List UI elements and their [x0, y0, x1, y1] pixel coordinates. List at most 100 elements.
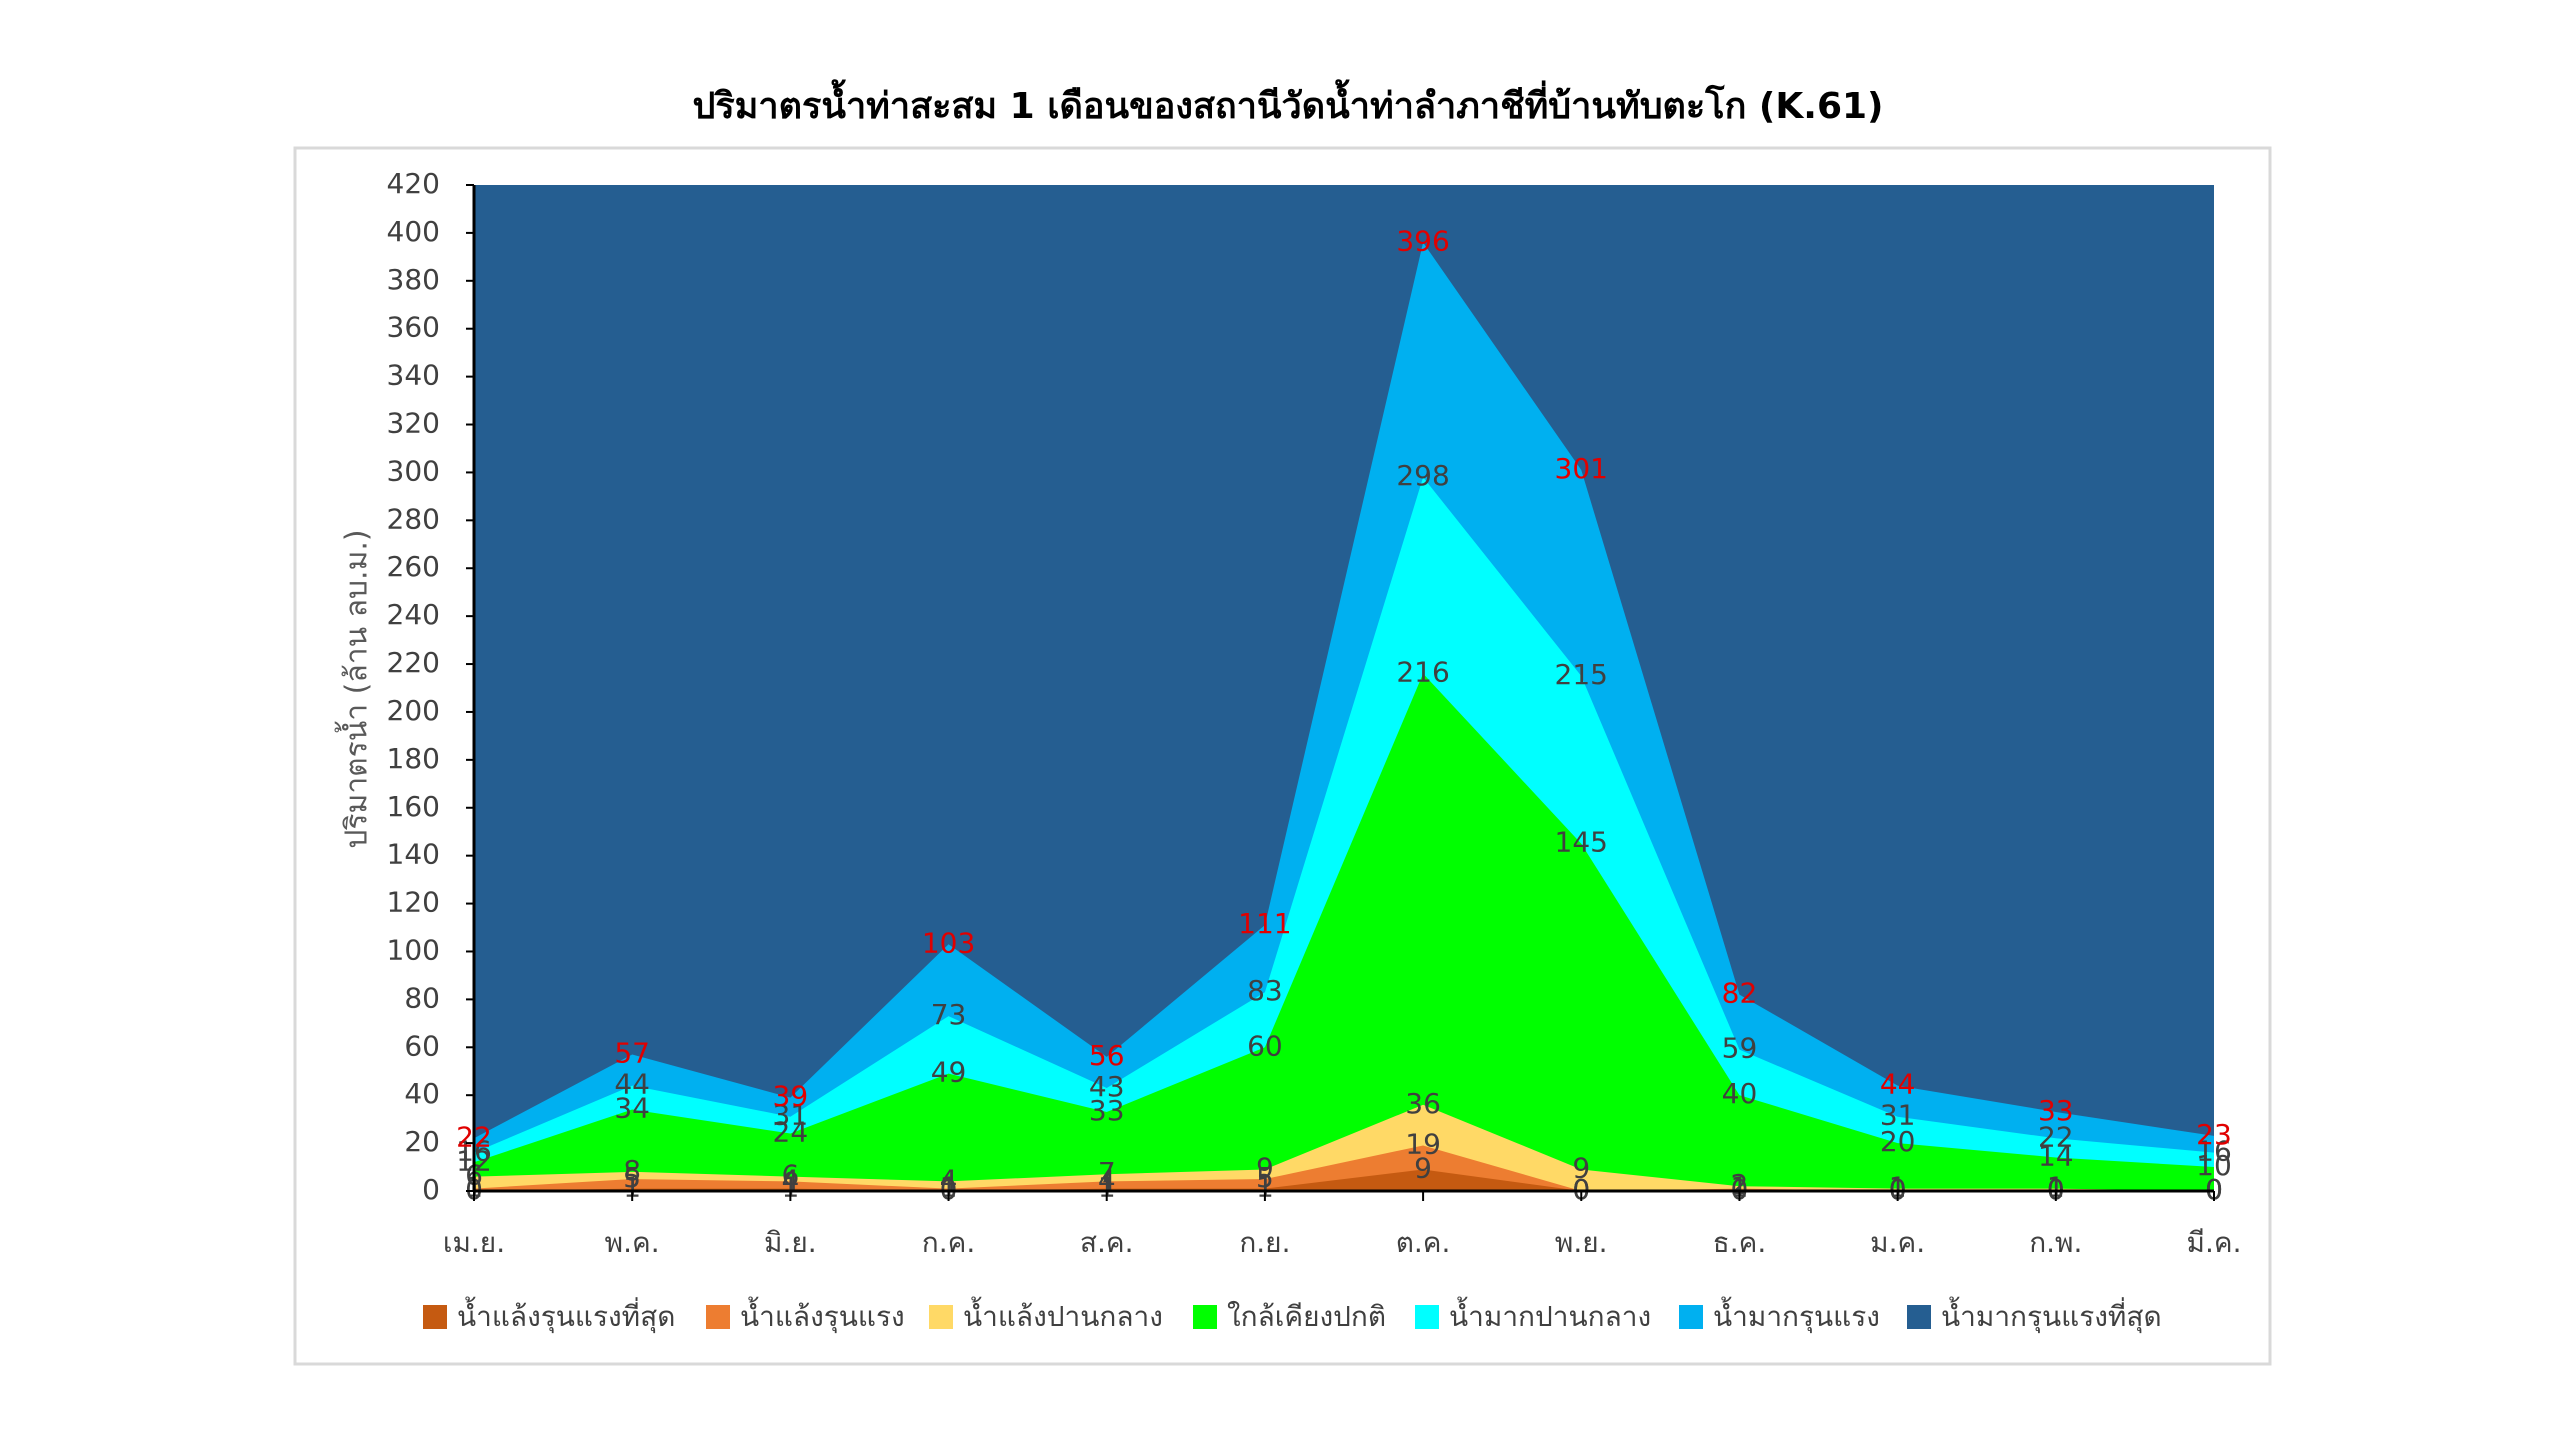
data-label: 301 [1555, 452, 1608, 485]
data-label: 4 [781, 1163, 799, 1196]
data-label: 73 [931, 998, 967, 1031]
area [474, 1145, 2214, 1191]
data-label: 44 [614, 1068, 650, 1101]
y-tick-label: 360 [387, 311, 440, 344]
legend-swatch [1193, 1305, 1217, 1329]
x-tick-label: ม.ค. [1870, 1226, 1925, 1259]
data-label: 10 [2196, 1149, 2232, 1182]
data-label: 5 [1256, 1161, 1274, 1194]
y-tick-label: 0 [422, 1173, 440, 1206]
data-label: 1 [940, 1171, 958, 1204]
data-label: 39 [773, 1080, 809, 1113]
data-label: 111 [1238, 907, 1291, 940]
data-label: 1 [623, 1171, 641, 1204]
y-tick-label: 380 [387, 263, 440, 296]
y-tick-label: 60 [404, 1029, 440, 1062]
data-label: 145 [1555, 826, 1608, 859]
data-label: 215 [1555, 658, 1608, 691]
data-label: 36 [1405, 1087, 1441, 1120]
data-label: 20 [1880, 1125, 1916, 1158]
y-tick-label: 20 [404, 1125, 440, 1158]
data-label: 22 [2038, 1120, 2074, 1153]
area [474, 1169, 2214, 1191]
x-tick-label: ก.ค. [922, 1226, 975, 1259]
data-label: 33 [1089, 1094, 1125, 1127]
x-tick-label: พ.ย. [1555, 1226, 1608, 1259]
data-label: 1 [1098, 1171, 1116, 1204]
x-tick-label: ส.ค. [1080, 1226, 1134, 1259]
data-label: 103 [922, 926, 975, 959]
y-tick-label: 180 [387, 742, 440, 775]
x-tick-label: ก.พ. [2029, 1226, 2082, 1259]
data-label: 82 [1722, 977, 1758, 1010]
y-tick-label: 80 [404, 981, 440, 1014]
data-label: 24 [773, 1116, 809, 1149]
y-tick-label: 340 [387, 359, 440, 392]
y-tick-label: 300 [387, 454, 440, 487]
y-tick-label: 120 [387, 886, 440, 919]
data-label: 396 [1396, 224, 1449, 257]
area [474, 1104, 2214, 1191]
data-label: 7 [1098, 1156, 1116, 1189]
area [474, 673, 2214, 1191]
y-tick-label: 220 [387, 646, 440, 679]
data-label: 2 [1731, 1168, 1749, 1201]
legend-label: น้ำแล้งปานกลาง [963, 1296, 1163, 1333]
x-tick-label: เม.ย. [443, 1226, 505, 1259]
data-label: 43 [1089, 1070, 1125, 1103]
y-tick-label: 40 [404, 1077, 440, 1110]
x-tick-label: ธ.ค. [1713, 1226, 1767, 1259]
x-tick-label: พ.ค. [605, 1226, 660, 1259]
y-tick-label: 100 [387, 933, 440, 966]
x-tick-label: มิ.ย. [764, 1226, 817, 1259]
data-label: 33 [2038, 1094, 2074, 1127]
y-tick-label: 420 [387, 167, 440, 200]
data-label: 56 [1089, 1039, 1125, 1072]
data-label: 9 [1414, 1151, 1432, 1184]
area [474, 477, 2214, 1191]
data-label: 31 [773, 1099, 809, 1132]
y-tick-label: 320 [387, 407, 440, 440]
legend-swatch [1415, 1305, 1439, 1329]
y-tick-label: 240 [387, 598, 440, 631]
legend-label: น้ำแล้งรุนแรงที่สุด [457, 1296, 675, 1334]
data-label: 6 [781, 1159, 799, 1192]
legend-swatch [929, 1305, 953, 1329]
y-tick-label: 260 [387, 550, 440, 583]
data-label: 1 [1256, 1171, 1274, 1204]
legend-label: น้ำมากปานกลาง [1449, 1296, 1651, 1333]
data-label: 40 [1722, 1077, 1758, 1110]
data-label: 19 [1405, 1127, 1441, 1160]
data-label: 298 [1396, 459, 1449, 492]
y-tick-label: 140 [387, 838, 440, 871]
data-label: 4 [940, 1163, 958, 1196]
x-tick-label: ต.ค. [1396, 1226, 1451, 1259]
legend-label: ใกล้เคียงปกติ [1227, 1300, 1386, 1333]
data-label: 60 [1247, 1029, 1283, 1062]
legend-label: น้ำแล้งรุนแรง [740, 1296, 905, 1334]
data-label: 59 [1722, 1032, 1758, 1065]
data-label: 34 [614, 1092, 650, 1125]
data-label: 1 [781, 1171, 799, 1204]
data-label: 16 [2196, 1135, 2232, 1168]
y-axis-label: ปริมาตรน้ำ (ล้าน ลบ.ม.) [335, 529, 375, 848]
data-label: 83 [1247, 974, 1283, 1007]
area [474, 242, 2214, 1191]
legend-swatch [423, 1305, 447, 1329]
data-label: 8 [623, 1154, 641, 1187]
data-label: 23 [2196, 1118, 2232, 1151]
legend-swatch [706, 1305, 730, 1329]
data-label: 31 [1880, 1099, 1916, 1132]
x-tick-label: มี.ค. [2187, 1226, 2242, 1259]
data-label: 14 [2038, 1139, 2074, 1172]
data-label: 9 [1572, 1151, 1590, 1184]
data-label: 9 [1256, 1151, 1274, 1184]
y-tick-label: 200 [387, 694, 440, 727]
y-tick-label: 400 [387, 215, 440, 248]
legend-swatch [1679, 1305, 1703, 1329]
data-label: 57 [614, 1036, 650, 1069]
y-tick-label: 280 [387, 502, 440, 535]
x-tick-label: ก.ย. [1239, 1226, 1290, 1259]
legend-swatch [1907, 1305, 1931, 1329]
